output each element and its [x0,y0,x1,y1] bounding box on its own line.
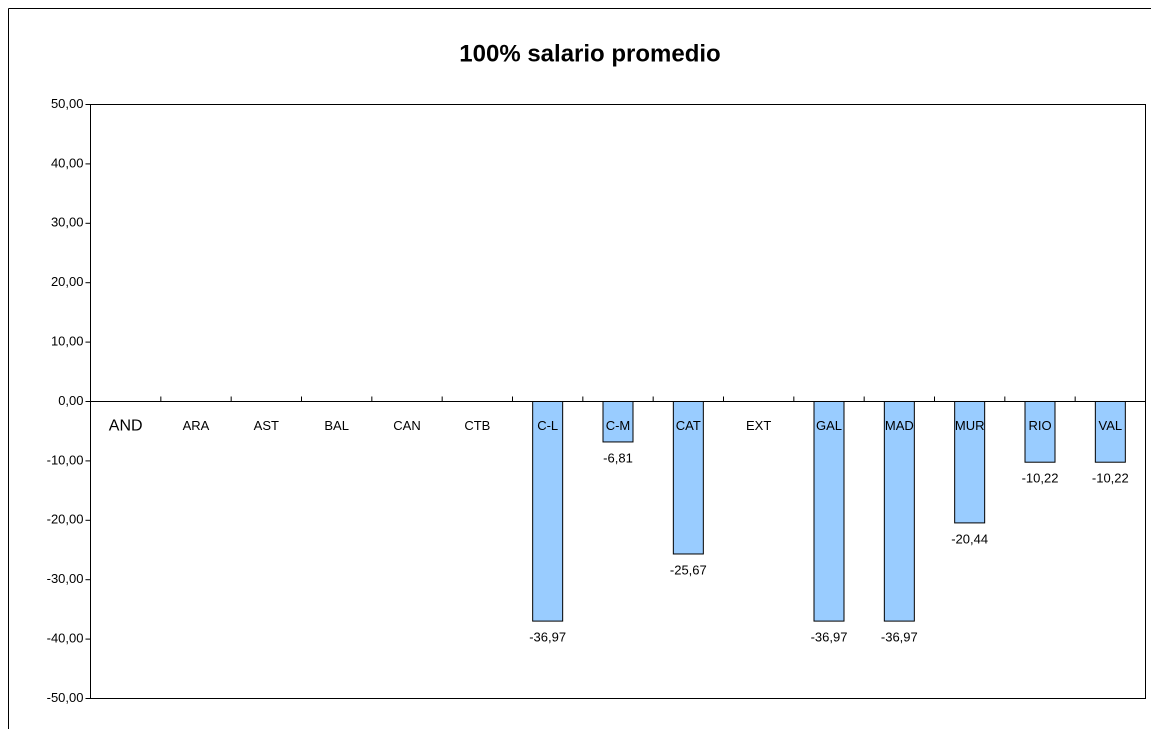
bar [672,401,704,555]
x-tick-label: C-L [537,418,558,433]
value-label: -20,44 [951,531,988,546]
x-tick-label: MUR [955,418,985,433]
x-tick-label: CAN [393,418,420,433]
x-tick-label: VAL [1099,418,1123,433]
y-tick-label: 20,00 [51,274,84,289]
value-label: -36,97 [811,630,848,645]
x-tick-label: RIO [1028,418,1051,433]
y-tick-label: -10,00 [47,452,84,467]
value-label: -36,97 [881,630,918,645]
value-label: -6,81 [603,450,633,465]
y-tick-label: 30,00 [51,215,84,230]
value-label: -25,67 [670,562,707,577]
x-tick-label: AND [109,418,143,435]
value-label: -10,22 [1092,471,1129,486]
x-tick-label: CTB [464,418,490,433]
x-tick-label: GAL [816,418,842,433]
x-tick-label: EXT [746,418,771,433]
y-tick-label: -20,00 [47,512,84,527]
y-tick-label: -30,00 [47,571,84,586]
y-tick-label: -40,00 [47,631,84,646]
x-tick-label: AST [254,418,279,433]
bar [954,401,986,524]
bar [1094,401,1126,463]
y-tick-label: -50,00 [47,690,84,705]
x-tick-label: ARA [183,418,210,433]
y-tick-label: 0,00 [58,393,83,408]
bar [1024,401,1056,463]
bar [813,401,845,622]
bar [602,401,634,443]
x-tick-label: CAT [676,418,701,433]
value-label: -10,22 [1022,471,1059,486]
value-label: -36,97 [529,630,566,645]
bar [883,401,915,622]
y-tick-label: 50,00 [51,96,84,111]
y-tick-label: 10,00 [51,334,84,349]
chart-title: 100% salario promedio [459,40,720,67]
bar [532,401,564,622]
y-tick-label: 40,00 [51,155,84,170]
x-tick-label: BAL [324,418,349,433]
x-tick-label: MAD [885,418,914,433]
x-tick-label: C-M [606,418,631,433]
